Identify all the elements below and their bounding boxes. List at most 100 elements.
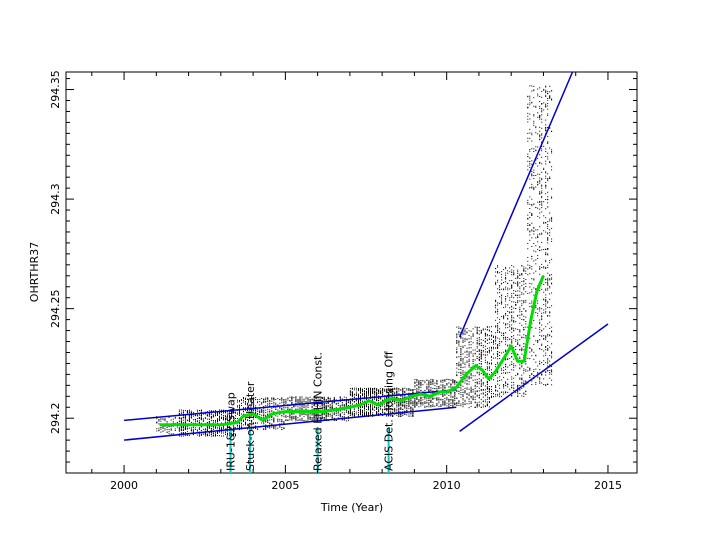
scatter-point — [206, 414, 208, 416]
scatter-point — [208, 412, 210, 414]
scatter-point — [194, 414, 196, 416]
scatter-point — [509, 371, 511, 373]
scatter-point — [529, 347, 531, 349]
scatter-point — [529, 161, 531, 162]
scatter-point — [503, 282, 505, 283]
scatter-point — [503, 376, 505, 378]
scatter-point — [527, 115, 529, 117]
scatter-point — [178, 420, 180, 422]
scatter-point — [499, 302, 501, 304]
scatter-point — [513, 337, 515, 339]
scatter-point — [529, 231, 531, 233]
scatter-point — [503, 372, 505, 374]
scatter-point — [412, 397, 414, 399]
scatter-point — [358, 409, 359, 411]
scatter-point — [410, 390, 412, 392]
scatter-point — [172, 421, 174, 423]
scatter-point — [476, 386, 478, 388]
scatter-point — [200, 434, 202, 436]
scatter-point — [251, 396, 253, 398]
scatter-point — [299, 408, 301, 410]
scatter-point — [404, 407, 406, 409]
scatter-point — [480, 352, 482, 354]
scatter-point — [349, 401, 351, 403]
scatter-point — [434, 382, 436, 384]
scatter-point — [468, 335, 470, 337]
scatter-point — [360, 397, 361, 398]
scatter-point — [499, 342, 501, 344]
scatter-point — [458, 333, 460, 335]
scatter-point — [225, 431, 226, 433]
scatter-point — [497, 377, 499, 379]
scatter-point — [450, 391, 452, 393]
scatter-point — [319, 407, 321, 409]
scatter-point — [275, 428, 277, 430]
scatter-point — [525, 380, 527, 382]
scatter-point — [517, 373, 519, 375]
scatter-point — [307, 416, 309, 418]
scatter-point — [374, 388, 376, 390]
scatter-point — [349, 412, 351, 414]
scatter-point — [414, 403, 416, 405]
scatter-point — [210, 420, 212, 422]
scatter-point — [273, 428, 275, 430]
scatter-point — [511, 317, 513, 319]
scatter-point — [509, 280, 511, 282]
scatter-point — [533, 188, 535, 189]
scatter-point — [521, 349, 523, 351]
scatter-point — [315, 415, 317, 417]
scatter-point — [239, 425, 240, 427]
scatter-point — [188, 415, 190, 417]
scatter-point — [476, 331, 478, 333]
scatter-point — [527, 223, 529, 225]
scatter-point — [448, 382, 450, 384]
scatter-point — [331, 403, 333, 405]
scatter-point — [239, 427, 240, 428]
scatter-point — [517, 272, 519, 274]
scatter-point — [257, 399, 259, 401]
scatter-point — [370, 398, 371, 399]
scatter-point — [462, 358, 464, 360]
scatter-point — [505, 304, 507, 306]
scatter-point — [182, 422, 184, 424]
scatter-point — [353, 415, 355, 417]
scatter-point — [180, 421, 182, 423]
scatter-point — [295, 398, 297, 400]
scatter-point — [410, 399, 412, 401]
scatter-point — [519, 364, 521, 366]
scatter-point — [253, 404, 255, 406]
scatter-point — [436, 388, 438, 390]
scatter-point — [537, 315, 539, 317]
scatter-point — [464, 403, 466, 405]
scatter-point — [460, 336, 462, 338]
scatter-point — [378, 391, 380, 393]
scatter-point — [527, 121, 529, 123]
scatter-point — [301, 405, 303, 407]
scatter-point — [527, 160, 529, 162]
scatter-point — [311, 406, 313, 408]
scatter-point — [497, 317, 499, 319]
scatter-point — [537, 229, 539, 231]
scatter-point — [388, 405, 390, 407]
scatter-point — [374, 393, 376, 395]
scatter-point — [283, 414, 285, 416]
scatter-point — [287, 399, 289, 401]
scatter-point — [466, 388, 468, 390]
scatter-point — [414, 389, 416, 391]
scatter-point — [277, 419, 279, 421]
scatter-point — [307, 417, 309, 419]
scatter-point — [339, 400, 341, 402]
scatter-point — [486, 333, 488, 335]
scatter-point — [442, 401, 444, 403]
scatter-point — [525, 370, 527, 372]
scatter-point — [440, 379, 442, 381]
scatter-point — [484, 376, 486, 378]
scatter-point — [309, 401, 311, 402]
scatter-point — [533, 243, 535, 244]
scatter-point — [368, 391, 369, 393]
scatter-point — [227, 434, 228, 436]
scatter-point — [519, 306, 521, 308]
scatter-point — [505, 341, 507, 343]
scatter-point — [499, 318, 501, 320]
scatter-point — [364, 413, 365, 415]
